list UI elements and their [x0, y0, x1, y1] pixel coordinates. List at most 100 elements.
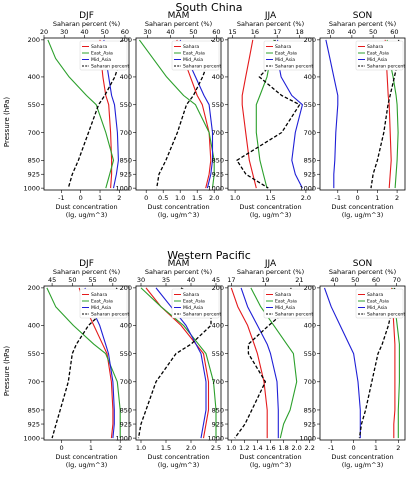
panel-western-pacific-son-bottom-axis-label: Dust concentration — [331, 453, 393, 461]
panel-western-pacific-son-bottom-tick-label: 0 — [351, 444, 355, 452]
panel-western-pacific-djf-y-tick-label: 1000 — [23, 434, 40, 442]
panel-western-pacific-djf-legend-label-sahara: Sahara — [91, 292, 107, 298]
panel-western-pacific-jja-series-mid-asia — [240, 287, 279, 439]
panel-south-china-jja-top-tick-label: 15 — [228, 28, 236, 36]
panel-western-pacific-son-title: SON — [353, 259, 373, 269]
panel-south-china-son-bottom-axis-label: Dust concentration — [331, 203, 393, 211]
panel-western-pacific-son-series-mid-asia — [323, 287, 361, 439]
panel-south-china-mam-top-axis-label: Saharan percent (%) — [145, 20, 212, 28]
panel-south-china-djf-y-tick-label: 1000 — [23, 184, 40, 192]
panel-south-china-mam-y-tick-label: 1000 — [115, 184, 132, 192]
panel-south-china-jja-y-tick-label: 1000 — [207, 184, 224, 192]
panel-south-china-son-title: SON — [353, 11, 373, 21]
panel-south-china-jja-y-tick-label: 700 — [212, 129, 224, 137]
panel-western-pacific-jja-y-tick-label: 700 — [212, 378, 224, 386]
panel-south-china-jja-bottom-tick-label: 1.5 — [265, 194, 275, 202]
panel-south-china-mam-top-tick-label: 60 — [212, 28, 220, 36]
panel-south-china-djf-bottom-tick-label: -1 — [58, 194, 64, 202]
panel-south-china-mam-bottom-tick-label: 0.5 — [158, 194, 168, 202]
panel-south-china-jja-y-tick-label: 925 — [212, 171, 224, 179]
panel-south-china-djf-legend-label-saharan-percent: Saharan percent — [91, 64, 129, 70]
panel-western-pacific-jja-y-tick-label: 550 — [212, 350, 224, 358]
panel-south-china-jja-legend-label-sahara: Sahara — [275, 44, 291, 50]
panel-western-pacific-djf-legend-box — [79, 288, 128, 319]
panel-western-pacific-djf-top-tick-label: 55 — [88, 276, 96, 284]
panel-south-china-mam-legend-box — [171, 40, 220, 71]
panel-western-pacific-son-y-tick-label: 925 — [304, 420, 316, 428]
panel-western-pacific-jja-legend-label-saharan-percent: Saharan percent — [275, 312, 313, 318]
panel-south-china-djf-y-tick-label: 925 — [28, 171, 40, 179]
panel-south-china-djf-top-axis-label: Saharan percent (%) — [53, 20, 120, 28]
panel-south-china-son-top-tick-label: 30 — [326, 28, 334, 36]
panel-western-pacific-son-y-tick-label: 1000 — [299, 434, 316, 442]
panel-south-china-jja-bottom-tick-label: 1.0 — [230, 194, 240, 202]
panel-western-pacific-jja-bottom-tick-label: 1.6 — [265, 444, 275, 452]
panel-south-china-jja-series-sahara — [241, 39, 257, 189]
panel-western-pacific-jja-bottom-tick-label: 1.2 — [239, 444, 249, 452]
panel-south-china-djf-bottom-axis-label: Dust concentration — [55, 203, 117, 211]
panel-south-china-jja-top-tick-label: 16 — [251, 28, 259, 36]
panel-western-pacific-jja-top-axis-label: Saharan percent (%) — [237, 268, 304, 276]
panel-south-china-son-y-tick-label: 200 — [304, 36, 316, 44]
panel-western-pacific-djf-top-axis-label: Saharan percent (%) — [53, 268, 120, 276]
panel-south-china-mam-y-tick-label: 700 — [120, 129, 132, 137]
panel-western-pacific-jja-bottom-tick-label: 1.4 — [252, 444, 262, 452]
panel-south-china-mam-bottom-tick-label: 0 — [144, 194, 148, 202]
panel-south-china-mam-legend-label-saharan-percent: Saharan percent — [183, 64, 221, 70]
panel-western-pacific-son-top-tick-label: 40 — [330, 276, 338, 284]
panel-south-china-djf-top-tick-label: 30 — [60, 28, 68, 36]
panel-south-china-djf-y-tick-label: 700 — [28, 129, 40, 137]
panel-western-pacific-son-top-tick-label: 70 — [393, 276, 401, 284]
panel-western-pacific-djf-series-east-asia — [46, 287, 121, 439]
panel-western-pacific-djf-bottom-axis-label: Dust concentration — [55, 453, 117, 461]
panel-south-china-mam-y-tick-label: 200 — [120, 36, 132, 44]
panel-western-pacific-son-legend-label-mid-asia: Mid_Asia — [367, 305, 387, 311]
panel-western-pacific-son-bottom-tick-label: 2 — [396, 444, 400, 452]
panel-south-china-jja-legend-box — [263, 40, 312, 71]
panel-south-china-jja-y-tick-label: 400 — [212, 73, 224, 81]
panel-western-pacific-son-y-tick-label: 200 — [304, 284, 316, 292]
panel-western-pacific-jja-legend-label-mid-asia: Mid_Asia — [275, 305, 295, 311]
panel-south-china-mam-top-tick-label: 50 — [189, 28, 197, 36]
panel-western-pacific-djf-y-tick-label: 925 — [28, 420, 40, 428]
panel-western-pacific-mam-top-tick-label: 45 — [212, 276, 220, 284]
panel-western-pacific-jja-title: JJA — [264, 259, 277, 269]
panel-south-china-djf-bottom-axis-units: (lg, ug/m^3) — [66, 211, 108, 219]
panel-south-china-djf-frame — [43, 37, 130, 191]
panel-south-china-son-bottom-tick-label: -1 — [335, 194, 341, 202]
panel-south-china-son-y-tick-label: 925 — [304, 171, 316, 179]
panel-south-china-son-top-tick-label: 50 — [369, 28, 377, 36]
panel-south-china-djf-top-tick-label: 40 — [80, 28, 88, 36]
y-axis-label-western-pacific: Pressure (hPa) — [3, 346, 11, 396]
y-axis-label-south-china: Pressure (hPa) — [3, 97, 11, 147]
panel-south-china-jja-y-tick-label: 550 — [212, 101, 224, 109]
panel-south-china-jja-y-tick-label: 850 — [212, 157, 224, 165]
panel-south-china-son-legend-label-saharan-percent: Saharan percent — [367, 64, 405, 70]
panel-western-pacific-djf-y-tick-label: 200 — [28, 284, 40, 292]
panel-south-china-son-y-tick-label: 400 — [304, 73, 316, 81]
panel-south-china-djf-y-tick-label: 200 — [28, 36, 40, 44]
panel-western-pacific-son-top-axis-label: Saharan percent (%) — [329, 268, 396, 276]
panel-south-china-jja-top-tick-label: 18 — [295, 28, 303, 36]
panel-western-pacific-son-bottom-axis-units: (lg, ug/m^3) — [342, 461, 384, 469]
panel-south-china-djf-title: DJF — [79, 11, 94, 21]
panel-western-pacific-son-y-tick-label: 550 — [304, 350, 316, 358]
panel-western-pacific-djf-bottom-tick-label: 1 — [89, 444, 93, 452]
panel-south-china-son-frame — [319, 37, 406, 191]
panel-western-pacific-jja-y-tick-label: 925 — [212, 420, 224, 428]
panel-western-pacific-mam-legend-label-mid-asia: Mid_Asia — [183, 305, 203, 311]
panel-south-china-son-bottom-tick-label: 1 — [375, 194, 379, 202]
panel-south-china-son-bottom-tick-label: 0 — [355, 194, 359, 202]
panel-south-china-mam-legend-label-mid-asia: Mid_Asia — [183, 57, 203, 63]
panel-western-pacific-mam-bottom-tick-label: 2.0 — [186, 444, 196, 452]
panel-south-china-son-legend-label-sahara: Sahara — [367, 44, 383, 50]
